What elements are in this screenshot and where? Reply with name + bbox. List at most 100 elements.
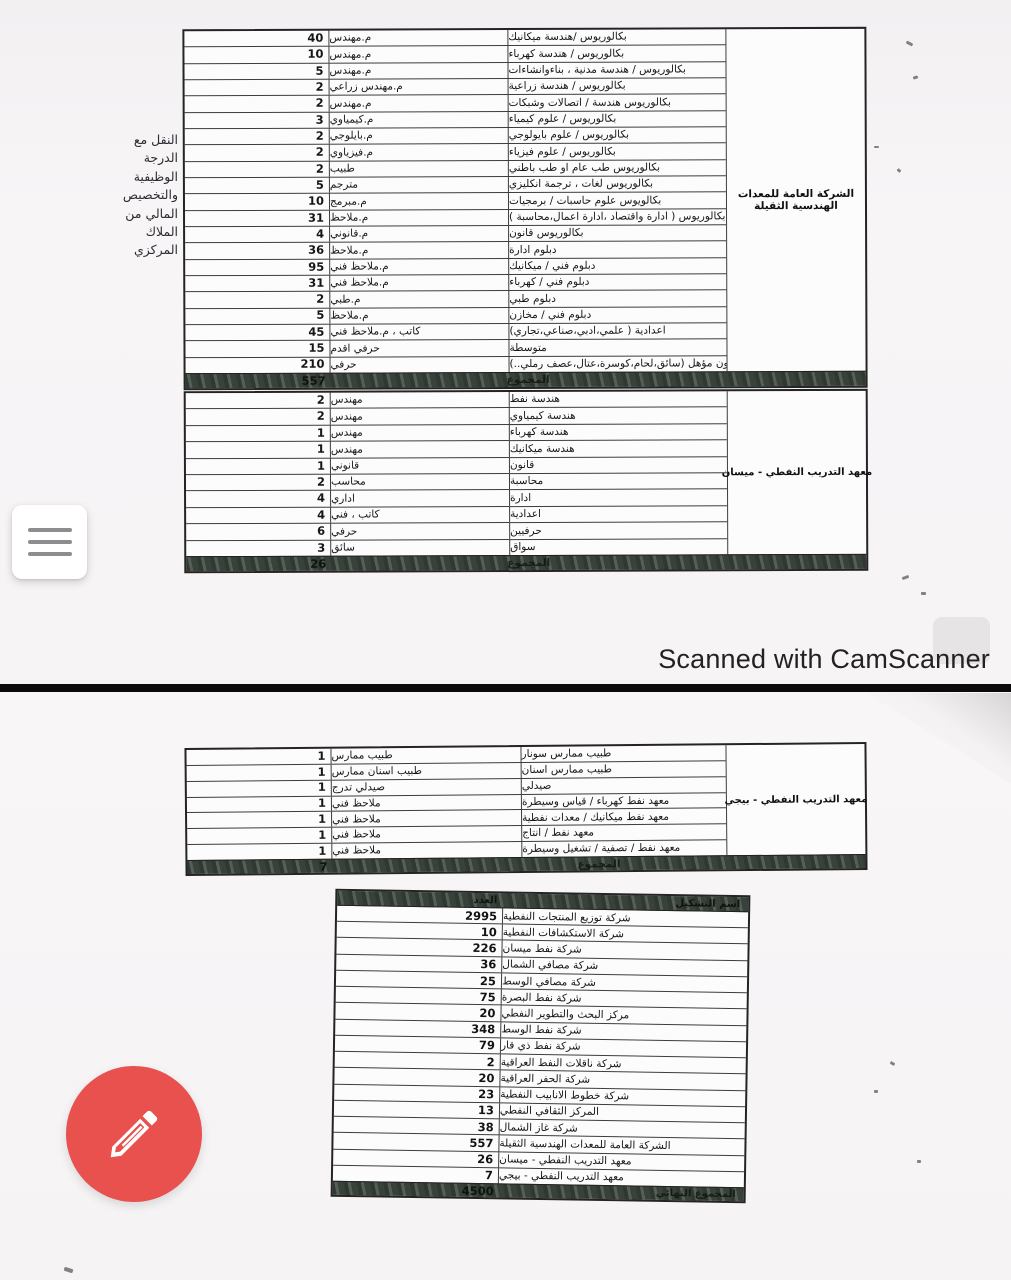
qualification-cell: دبلوم طبي bbox=[509, 292, 556, 305]
job-title-cell: م.مهندس زراعي bbox=[329, 79, 509, 95]
menu-icon[interactable] bbox=[12, 505, 87, 579]
qualification-cell: بدون مؤهل (سائق،لحام،كوسرة،عتال،عصف رملي… bbox=[509, 357, 727, 371]
qualification-cell: هندسة كهرباء bbox=[509, 426, 569, 439]
count-cell: 210 bbox=[185, 357, 331, 374]
table-row: 2 مهندس هندسة نفط bbox=[185, 391, 727, 410]
qualification-cell: هندسة كيمياوي bbox=[509, 409, 576, 422]
job-title-cell: محاسب bbox=[330, 474, 511, 491]
total-label: المجموع bbox=[507, 556, 551, 570]
table-row: 2 م.فيزياوي بكالوريوس / علوم فيزياء bbox=[184, 143, 726, 162]
table-row: 2 محاسب محاسبة bbox=[185, 473, 728, 492]
scan-speck bbox=[874, 1090, 878, 1093]
table-row: 45 كاتب ، م.ملاحظ فني اعدادية ( علمي،ادب… bbox=[185, 323, 727, 342]
count-cell: 1 bbox=[187, 828, 333, 845]
count-cell: 36 bbox=[185, 243, 331, 259]
header-count: العدد bbox=[473, 894, 498, 906]
job-title-cell: م.بايلوجي bbox=[329, 128, 509, 144]
qualification-cell: معهد نفط ميكانيك / معدات نفطية bbox=[522, 810, 669, 824]
job-title-cell: م.فيزياوي bbox=[329, 144, 509, 161]
table-row: 2 م.بايلوجي بكالوريوس / علوم بايولوجي bbox=[184, 127, 726, 146]
count-cell: 4 bbox=[186, 491, 332, 508]
count-cell: 1 bbox=[186, 796, 333, 813]
count-cell: 4 bbox=[185, 227, 331, 243]
job-title-cell: م.ملاحظ bbox=[330, 307, 510, 324]
qualification-cell: معهد نفط / انتاج bbox=[522, 826, 595, 840]
count-cell: 1 bbox=[186, 780, 332, 797]
job-title-cell: م.مهندس bbox=[329, 46, 509, 63]
job-title-cell: كاتب ، م.ملاحظ فني bbox=[330, 323, 510, 340]
job-title-cell: قانوني bbox=[330, 457, 510, 474]
grand-total-count: 4500 bbox=[461, 1183, 494, 1198]
count-cell: 1 bbox=[185, 458, 331, 475]
count-cell: 5 bbox=[184, 63, 330, 80]
table-row: 4 كاتب ، فني اعدادية bbox=[186, 506, 728, 525]
count-cell: 1 bbox=[186, 748, 332, 765]
table-row: 210 حرفي بدون مؤهل (سائق،لحام،كوسرة،عتال… bbox=[185, 356, 727, 374]
total-label: المجموع bbox=[577, 857, 621, 871]
count-cell: 40 bbox=[184, 31, 330, 47]
organization-group-cell: معهد التدريب النفطي - بيجي bbox=[724, 744, 867, 856]
total-row: 557 المجموع bbox=[185, 370, 866, 389]
job-title-cell: حرفي bbox=[331, 523, 511, 540]
qualification-cell: بكالوريوس / علوم فيزياء bbox=[508, 145, 616, 158]
summary-rows: 2995 شركة توزيع المنتجات النفطية 10 شركة… bbox=[332, 905, 749, 1187]
table-row: 31 م.ملاحظ فني دبلوم فني / كهرباء bbox=[185, 274, 727, 293]
count-cell: 10 bbox=[184, 47, 330, 63]
count-cell: 1 bbox=[185, 425, 331, 442]
company-count-cell: 348 bbox=[335, 1019, 502, 1038]
job-title-cell: ملاحظ فني bbox=[331, 794, 523, 812]
table-rows: 1 طبيب ممارس طبيب ممارس سونار 1 طبيب اسن… bbox=[186, 745, 727, 860]
qualification-cell: صيدلي bbox=[521, 779, 552, 792]
count-cell: 1 bbox=[187, 812, 333, 829]
table-row: 2 مهندس هندسة كيمياوي bbox=[185, 407, 727, 426]
job-title-cell: م.قانوني bbox=[330, 225, 510, 242]
count-cell: 1 bbox=[186, 764, 332, 781]
organization-group-cell: الشركة العامة للمعدات الهندسية الثقيلة bbox=[725, 28, 866, 372]
qualification-cell: طبيب ممارس سونار bbox=[521, 747, 612, 761]
company-count-cell: 36 bbox=[336, 954, 503, 973]
table-row: 15 حرفي اقدم متوسطة bbox=[185, 339, 727, 358]
job-title-cell: مهندس bbox=[330, 408, 510, 425]
qualification-cell: بكالوريوس ( ادارة واقتصاد ،ادارة اعمال،م… bbox=[509, 210, 726, 224]
qualification-cell: بكالوريوس لغات ، ترجمة انكليزي bbox=[508, 177, 654, 191]
table-row: 95 م.ملاحظ فني دبلوم فني / ميكانيك bbox=[185, 257, 727, 277]
job-title-cell: م.ملاحظ فني bbox=[330, 258, 510, 275]
count-cell: 2 bbox=[184, 96, 330, 112]
qualification-cell: بكالوريوس قانون bbox=[509, 227, 584, 240]
qualification-cell: بكالوريوس / علوم بايولوجي bbox=[508, 129, 630, 142]
count-cell: 2 bbox=[184, 80, 330, 96]
summary-table-companies: العدد اسم التشكيل 2995 شركة توزيع المنتج… bbox=[330, 888, 751, 1204]
edit-button[interactable] bbox=[66, 1066, 202, 1202]
count-cell: 45 bbox=[185, 325, 331, 341]
menu-bar-line bbox=[27, 528, 72, 532]
job-title-cell: ملاحظ فني bbox=[332, 810, 523, 827]
table-row: 4 م.قانوني بكالوريوس قانون bbox=[185, 225, 727, 244]
job-title-cell: اداري bbox=[331, 490, 511, 507]
company-count-cell: 10 bbox=[336, 922, 503, 940]
count-cell: 3 bbox=[186, 540, 332, 557]
table-row: 31 م.ملاحظ بكالوريوس ( ادارة واقتصاد ،اد… bbox=[185, 208, 727, 228]
count-cell: 2 bbox=[184, 145, 330, 161]
qualification-cell: بكالوريوس / علوم كيمياء bbox=[508, 112, 617, 126]
organization-group-cell: معهد التدريب النفطي - ميسان bbox=[722, 390, 872, 555]
job-title-cell: ملاحظ فني bbox=[332, 842, 523, 859]
table-row: 10 م.مبرمج بكالويوس علوم حاسبات / برمجيا… bbox=[184, 192, 727, 211]
qualification-cell: بكالوريوس / هندسة مدنية ، بناءوانشاءات bbox=[508, 63, 686, 77]
job-title-cell: م.مهندس bbox=[329, 95, 509, 112]
count-cell: 5 bbox=[185, 308, 331, 325]
qualification-cell: بكالوريوس / هندسة زراعية bbox=[508, 80, 626, 93]
count-cell: 2 bbox=[185, 409, 331, 425]
qualification-cell: بكالوريوس هندسة / اتصالات وشبكات bbox=[508, 96, 671, 109]
scan-speck bbox=[921, 592, 926, 595]
table-row: 40 م.مهندس بكالوريوس /هندسة ميكانيك bbox=[184, 29, 726, 48]
table-row: 5 مترجم بكالوريوس لغات ، ترجمة انكليزي bbox=[184, 176, 726, 195]
qualification-cell: حرفيين bbox=[510, 524, 542, 537]
menu-bar-line bbox=[27, 552, 72, 556]
count-cell: 2 bbox=[184, 129, 330, 145]
qualification-cell: بكالوريوس طب عام او طب باطني bbox=[508, 161, 661, 175]
job-title-cell: سائق bbox=[331, 539, 511, 556]
company-count-cell: 25 bbox=[335, 970, 503, 989]
qualification-cell: ادارة bbox=[510, 491, 532, 504]
company-count-cell: 13 bbox=[333, 1100, 501, 1119]
job-title-cell: م.كيمياوي bbox=[329, 111, 509, 128]
